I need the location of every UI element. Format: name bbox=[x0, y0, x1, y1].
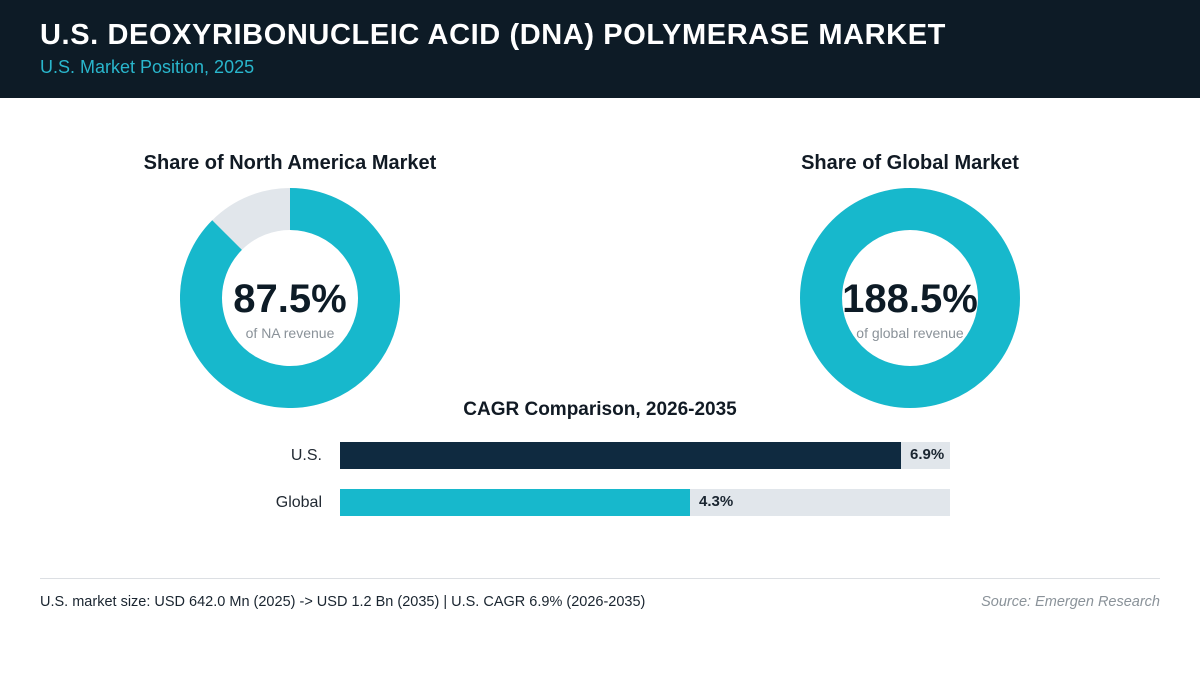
bar-track-us: 6.9% bbox=[340, 442, 950, 469]
global-share-title: Share of Global Market bbox=[801, 152, 1019, 174]
bar-track-global: 4.3% bbox=[340, 489, 950, 516]
bar-global bbox=[340, 489, 690, 516]
header-banner: U.S. DEOXYRIBONUCLEIC ACID (DNA) POLYMER… bbox=[0, 0, 1200, 98]
bar-us bbox=[340, 442, 901, 469]
cagr-chart-title: CAGR Comparison, 2026-2035 bbox=[463, 399, 737, 420]
bar-row-us: U.S. 6.9% bbox=[0, 442, 1200, 470]
na-share-slice bbox=[180, 188, 400, 408]
bar-value-global: 4.3% bbox=[699, 493, 734, 510]
bar-value-us: 6.9% bbox=[910, 446, 945, 463]
global-share-caption: of global revenue bbox=[856, 325, 964, 341]
na-share-title: Share of North America Market bbox=[143, 152, 437, 174]
page-subtitle: U.S. Market Position, 2025 bbox=[40, 57, 255, 77]
na-share-caption: of NA revenue bbox=[245, 325, 335, 341]
global-share-slice bbox=[800, 188, 1020, 408]
na-share-value: 87.5% bbox=[233, 277, 347, 321]
bar-label-global: Global bbox=[275, 494, 322, 511]
bar-row-global: Global 4.3% bbox=[0, 489, 1200, 517]
bar-label-us: U.S. bbox=[290, 447, 322, 464]
global-share-donut bbox=[800, 188, 1020, 408]
na-share-chart: Share of North America Market 87.5% of N… bbox=[110, 150, 470, 415]
global-share-value: 188.5% bbox=[842, 277, 978, 321]
footer-market-note: U.S. market size: USD 642.0 Mn (2025) ->… bbox=[40, 594, 646, 610]
footer-divider bbox=[40, 578, 1160, 579]
footer-source: Source: Emergen Research bbox=[981, 594, 1160, 610]
global-share-chart: Share of Global Market 188.5% of global … bbox=[730, 150, 1090, 415]
page-title: U.S. DEOXYRIBONUCLEIC ACID (DNA) POLYMER… bbox=[40, 19, 946, 51]
na-share-donut bbox=[180, 188, 400, 408]
